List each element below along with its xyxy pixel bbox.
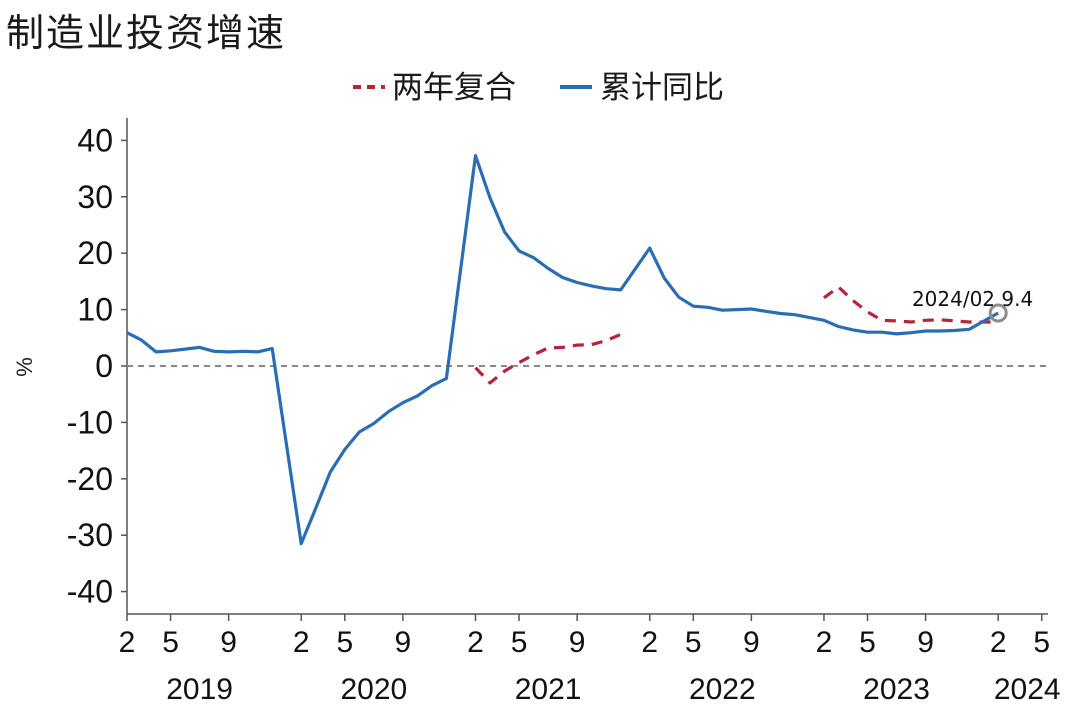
legend: 两年复合 累计同比 <box>353 70 724 106</box>
series-line-1-segment-1 <box>474 332 622 385</box>
y-tick-label: 0 <box>95 348 113 384</box>
plot-area: 2024/02 9.4 <box>126 154 1048 546</box>
x-tick-label: 5 <box>1033 626 1050 659</box>
x-tick-label: 9 <box>395 626 412 659</box>
y-tick-label: 20 <box>77 235 113 271</box>
x-tick-label: 2 <box>119 626 136 659</box>
series-line-2-segment-1 <box>126 154 999 546</box>
x-year-label: 2021 <box>515 673 582 706</box>
y-tick-label: 10 <box>77 292 113 328</box>
x-tick-label: 2 <box>990 626 1007 659</box>
y-tick-label: -40 <box>67 574 113 610</box>
x-tick-label: 9 <box>220 626 237 659</box>
x-year-label: 2022 <box>689 673 756 706</box>
y-tick-label: -10 <box>67 404 113 440</box>
legend-label-series-2: 累计同比 <box>600 70 724 106</box>
x-tick-label: 9 <box>743 626 760 659</box>
x-tick-label: 2 <box>816 626 833 659</box>
legend-label-series-1: 两年复合 <box>392 70 516 106</box>
x-tick-label: 5 <box>162 626 179 659</box>
x-tick-label: 2 <box>293 626 310 659</box>
y-tick-label: -20 <box>67 461 113 497</box>
y-tick-label: 40 <box>77 122 113 158</box>
x-year-label: 2023 <box>863 673 930 706</box>
x-tick-label: 9 <box>569 626 586 659</box>
x-tick-label: 9 <box>917 626 934 659</box>
chart-title: 制造业投资增速 <box>6 11 287 55</box>
x-tick-label: 2 <box>641 626 658 659</box>
annotation-marker <box>988 303 1008 323</box>
y-tick-label: -30 <box>67 517 113 553</box>
x-tick-label: 5 <box>685 626 702 659</box>
x-year-label: 2024 <box>994 673 1061 706</box>
x-year-label: 2019 <box>166 673 233 706</box>
annotation-label: 2024/02 9.4 <box>912 287 1033 311</box>
x-tick-label: 5 <box>336 626 353 659</box>
x-tick-label: 5 <box>511 626 528 659</box>
x-tick-label: 2 <box>467 626 484 659</box>
y-tick-label: 30 <box>77 179 113 215</box>
y-axis-label: % <box>12 357 37 377</box>
x-tick-label: 5 <box>859 626 876 659</box>
x-year-label: 2020 <box>340 673 407 706</box>
